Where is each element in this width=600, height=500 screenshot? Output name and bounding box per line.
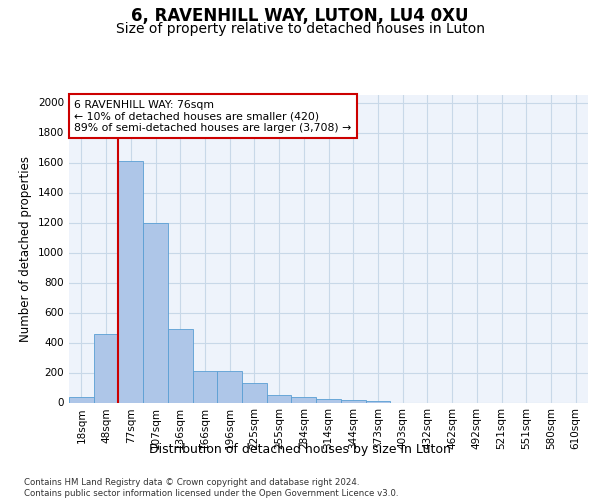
Bar: [143, 223, 168, 402]
Text: 6, RAVENHILL WAY, LUTON, LU4 0XU: 6, RAVENHILL WAY, LUTON, LU4 0XU: [131, 8, 469, 26]
Bar: [168, 329, 193, 402]
Bar: [94, 334, 118, 402]
Text: Distribution of detached houses by size in Luton: Distribution of detached houses by size …: [149, 442, 451, 456]
Bar: [316, 399, 341, 402]
Bar: [365, 401, 390, 402]
Text: Size of property relative to detached houses in Luton: Size of property relative to detached ho…: [115, 22, 485, 36]
Bar: [217, 371, 242, 402]
Bar: [193, 371, 217, 402]
Y-axis label: Number of detached properties: Number of detached properties: [19, 156, 32, 342]
Text: Contains HM Land Registry data © Crown copyright and database right 2024.
Contai: Contains HM Land Registry data © Crown c…: [24, 478, 398, 498]
Bar: [341, 400, 365, 402]
Bar: [242, 383, 267, 402]
Bar: [267, 395, 292, 402]
Bar: [292, 396, 316, 402]
Bar: [69, 397, 94, 402]
Bar: [118, 161, 143, 402]
Text: 6 RAVENHILL WAY: 76sqm
← 10% of detached houses are smaller (420)
89% of semi-de: 6 RAVENHILL WAY: 76sqm ← 10% of detached…: [74, 100, 352, 133]
